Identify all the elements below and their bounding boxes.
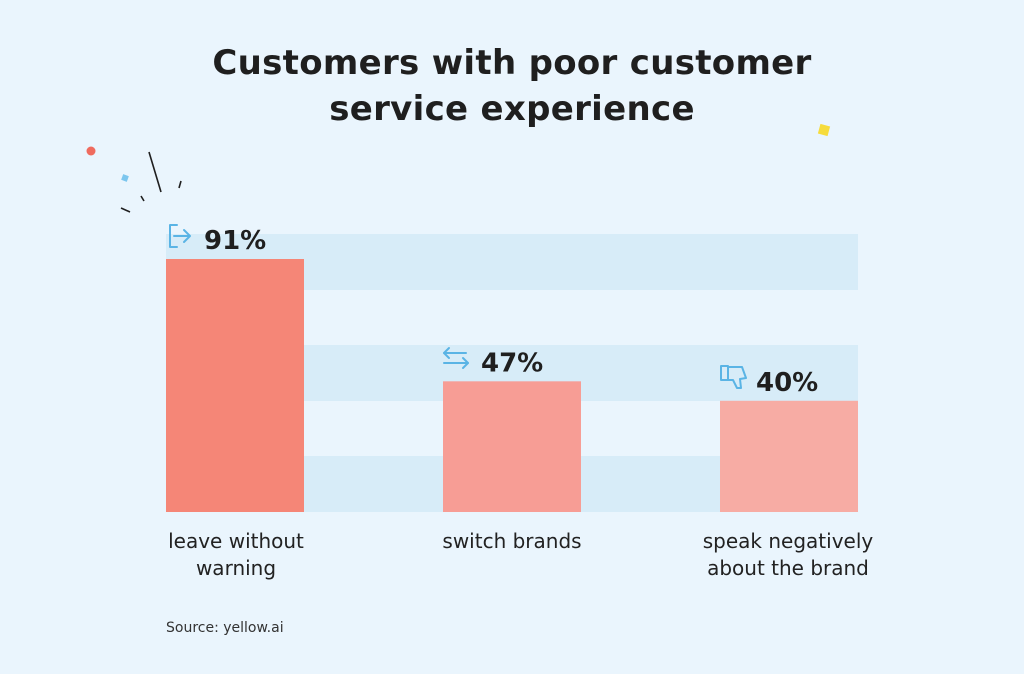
bar-3 — [720, 400, 858, 512]
category-label-1: leave without warning — [116, 528, 356, 582]
category-label-3-line-2: about the brand — [707, 556, 869, 580]
bar-1 — [166, 259, 304, 512]
thumbs-down-icon — [720, 365, 747, 389]
chart-title-line-1: Customers with poor customer — [212, 43, 812, 83]
exit-icon — [169, 224, 191, 248]
chart-title: Customers with poor customer service exp… — [0, 40, 1024, 132]
category-label-2: switch brands — [392, 528, 632, 555]
value-labels-layer: 91% 47% 40% — [204, 226, 818, 398]
value-label-3: 40% — [756, 368, 818, 398]
chart-title-line-2: service experience — [329, 89, 695, 129]
category-label-1-line-2: warning — [195, 556, 277, 580]
category-label-3-line-1: speak negatively — [702, 529, 874, 553]
bars-layer — [166, 259, 858, 512]
category-label-2-line-1: switch brands — [442, 529, 582, 553]
source-note: Source: yellow.ai — [166, 620, 284, 636]
category-label-3: speak negatively about the brand — [668, 528, 908, 582]
switch-arrows-icon — [443, 347, 469, 369]
value-label-1: 91% — [204, 226, 266, 256]
value-label-2: 47% — [481, 348, 543, 378]
confetti-decoration — [86, 123, 831, 213]
category-label-1-line-1: leave without — [168, 529, 304, 553]
bar-2 — [443, 381, 581, 512]
